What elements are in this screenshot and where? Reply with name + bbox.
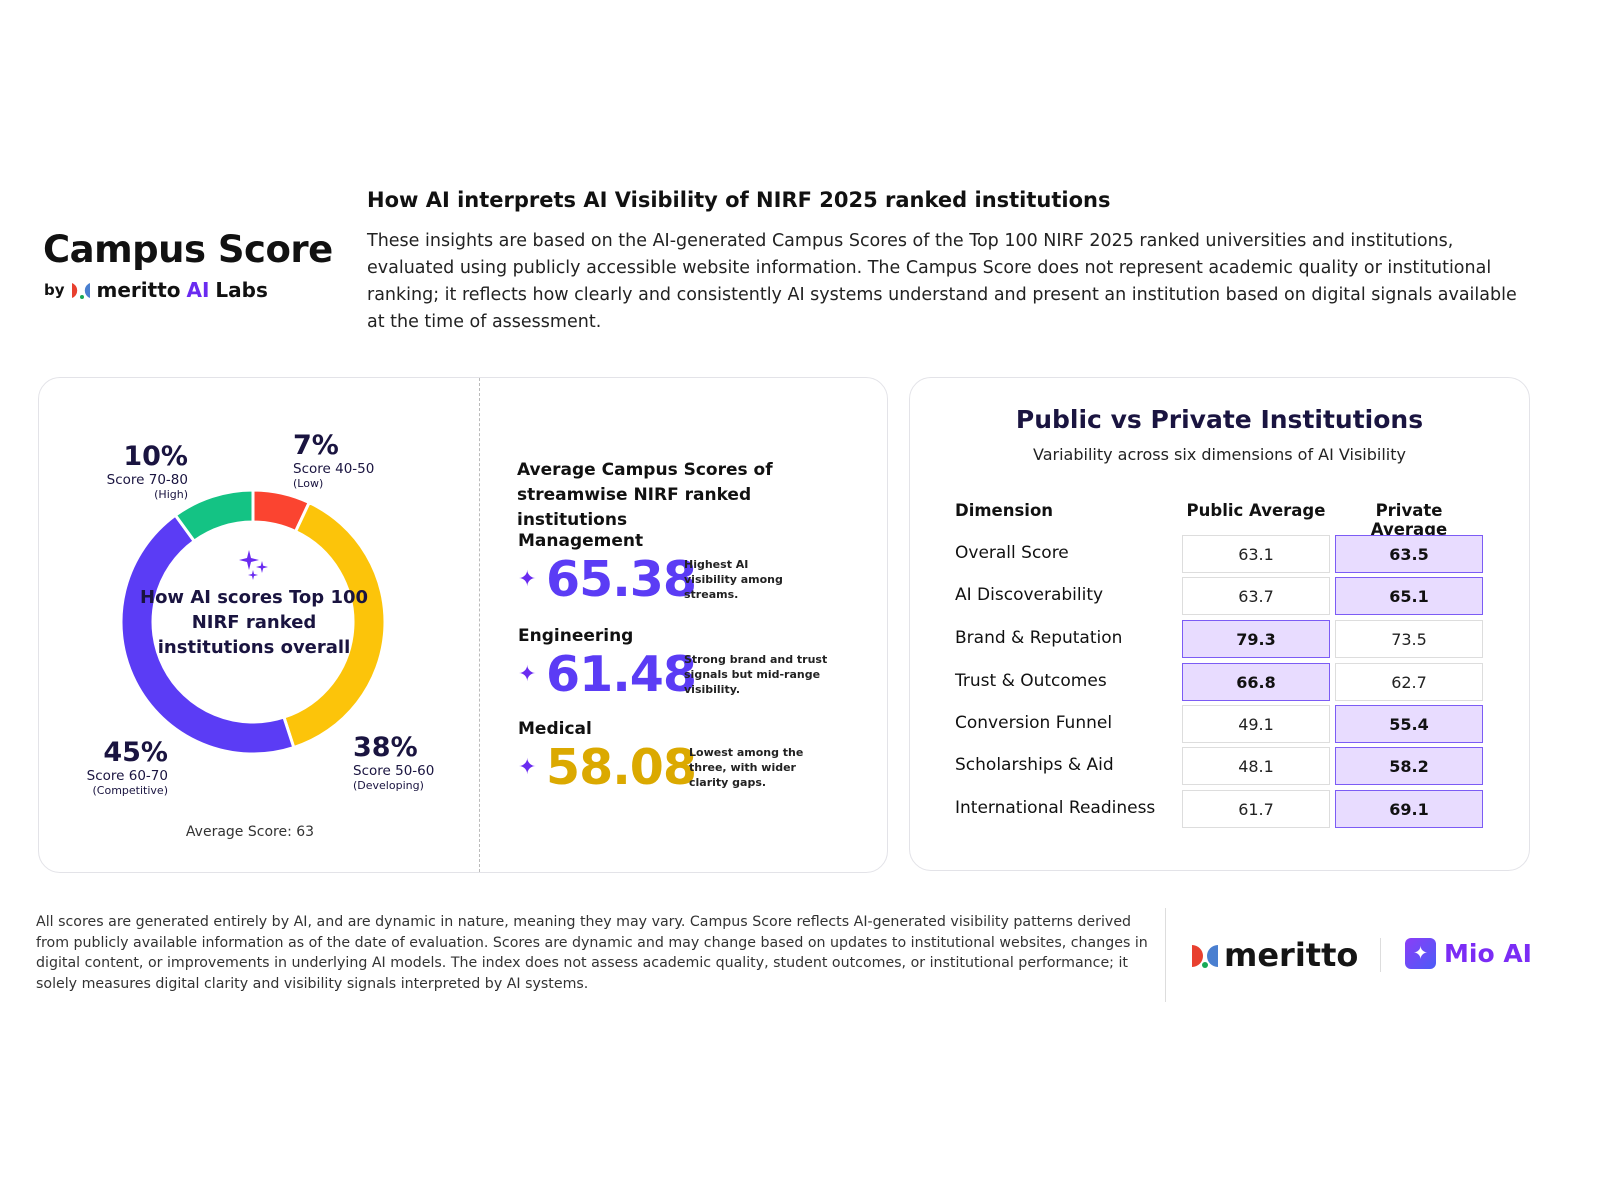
meritto-wordmark: meritto (1224, 936, 1359, 974)
public-average-cell: 63.1 (1182, 535, 1330, 573)
dimension-label: Scholarships & Aid (955, 755, 1114, 775)
slice-label-competitive: 45% Score 60-70 (Competitive) (60, 737, 168, 797)
star-icon: ✦ (518, 662, 537, 687)
disclaimer: All scores are generated entirely by AI,… (36, 914, 1148, 992)
intro-paragraph: These insights are based on the AI-gener… (367, 231, 1517, 332)
slice-range: Score 40-50 (293, 461, 375, 477)
slice-pct: 7% (293, 430, 339, 461)
stream-value: 61.48 (546, 646, 697, 703)
private-average-cell: 63.5 (1335, 535, 1483, 573)
stream-name: Engineering (518, 626, 634, 646)
dimension-label: Conversion Funnel (955, 713, 1113, 733)
brand-byline: by meritto AI Labs (44, 278, 268, 302)
stream-note: Highest AI visibility among streams. (684, 558, 783, 601)
private-average-cell: 65.1 (1335, 577, 1483, 615)
slice-tier: (High) (154, 488, 188, 501)
donut-chart (119, 488, 387, 756)
donut-slice (173, 488, 255, 544)
overview-card (38, 377, 888, 873)
logo-divider (1380, 938, 1381, 972)
slice-tier: (Competitive) (92, 784, 168, 797)
card-divider (479, 378, 480, 872)
comparison-subtitle: Variability across six dimensions of AI … (1033, 445, 1406, 464)
public-average-cell: 49.1 (1182, 705, 1330, 743)
private-average-cell: 55.4 (1335, 705, 1483, 743)
slice-tier: (Developing) (353, 779, 424, 792)
meritto-logo-icon (71, 283, 90, 299)
header-private: Private Average (1370, 501, 1448, 539)
meritto-logo-icon (1192, 945, 1218, 968)
private-average-cell: 58.2 (1335, 747, 1483, 785)
meritto-wordmark: meritto (96, 278, 181, 302)
star-icon: ✦ (518, 755, 537, 780)
public-average-cell: 66.8 (1182, 663, 1330, 701)
slice-range: Score 60-70 (86, 768, 168, 784)
star-icon: ✦ (518, 567, 537, 592)
meritto-logo: meritto (1190, 936, 1358, 974)
private-average-cell: 62.7 (1335, 663, 1483, 701)
streams-title: Average Campus Scores of streamwise NIRF… (517, 460, 773, 530)
dimension-label: Brand & Reputation (955, 628, 1123, 648)
sparkle-icon (239, 550, 268, 580)
average-score: Average Score: 63 (185, 824, 315, 840)
slice-label-developing: 38% Score 50-60 (Developing) (353, 732, 434, 792)
slice-tier: (Low) (293, 477, 324, 490)
stream-note: Lowest among the three, with wider clari… (689, 746, 804, 789)
footer-divider (1165, 908, 1166, 1002)
stream-engineering: Engineering ✦ 61.48 Strong brand and trust… (518, 626, 864, 703)
dimension-label: Overall Score (955, 543, 1069, 563)
header-dimension: Dimension (955, 501, 1054, 520)
slice-range: Score 70-80 (106, 472, 188, 488)
public-average-cell: 48.1 (1182, 747, 1330, 785)
slice-label-high: 10% Score 70-80 (High) (80, 441, 188, 501)
private-average-cell: 69.1 (1335, 790, 1483, 828)
stream-name: Management (518, 531, 644, 551)
slice-label-low: 7% Score 40-50 (Low) (293, 430, 374, 490)
private-average-cell: 73.5 (1335, 620, 1483, 658)
slice-range: Score 50-60 (353, 763, 435, 779)
donut-center-label: How AI scores Top 100 NIRF ranked instit… (140, 587, 369, 658)
donut-slice (119, 513, 296, 756)
public-average-cell: 61.7 (1182, 790, 1330, 828)
public-average-cell: 79.3 (1182, 620, 1330, 658)
stream-value: 58.08 (546, 739, 697, 796)
stream-medical: Medical ✦ 58.08 Lowest among the three, wi… (518, 719, 839, 796)
slice-pct: 38% (353, 732, 418, 763)
slice-pct: 10% (123, 441, 188, 472)
header-public: Public Average (1186, 501, 1326, 520)
slice-pct: 45% (103, 737, 168, 768)
stream-management: Management ✦ 65.38 Highest AI visibility a… (518, 531, 804, 608)
dimension-label: Trust & Outcomes (955, 671, 1107, 691)
comparison-title: Public vs Private Institutions (1015, 405, 1424, 434)
sparkle-icon: ✦ (1405, 938, 1436, 969)
headline: How AI interprets AI Visibility of NIRF … (367, 188, 1111, 212)
campus-score-title: Campus Score (43, 228, 333, 271)
labs-wordmark: Labs (215, 278, 268, 302)
stream-value: 65.38 (546, 551, 697, 608)
public-average-cell: 63.7 (1182, 577, 1330, 615)
dimension-label: International Readiness (955, 798, 1156, 818)
mio-wordmark: Mio AI (1444, 939, 1532, 968)
by-label: by (44, 281, 65, 299)
stream-note: Strong brand and trust signals but mid-r… (684, 653, 828, 696)
stream-name: Medical (518, 719, 592, 739)
ai-wordmark: AI (186, 278, 210, 302)
dimension-label: AI Discoverability (955, 585, 1104, 605)
mio-ai-logo: ✦ Mio AI (1405, 938, 1532, 969)
